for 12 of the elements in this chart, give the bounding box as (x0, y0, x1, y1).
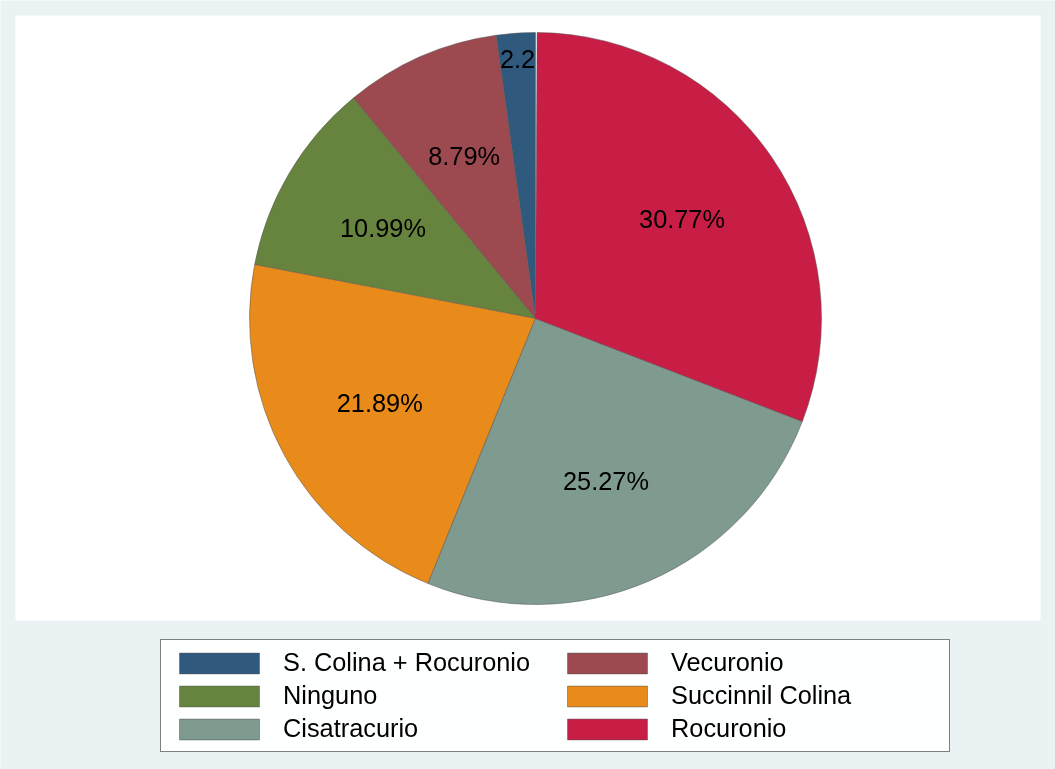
legend-label: Vecuronio (671, 648, 785, 677)
legend-label: Cisatracurio (283, 714, 420, 743)
data-label: 25.27% (563, 467, 649, 496)
data-label: 21.89% (336, 389, 423, 418)
data-label: 10.99% (340, 214, 426, 243)
data-label: 8.79% (428, 142, 501, 171)
legend-label: Ninguno (283, 681, 379, 710)
data-label: 30.77% (639, 204, 725, 233)
data-label: 2.2 (499, 44, 536, 73)
legend-label: S. Colina + Rocuronio (283, 648, 532, 677)
legend-label: Rocuronio (671, 714, 788, 743)
legend-label: Succinnil Colina (671, 681, 853, 710)
